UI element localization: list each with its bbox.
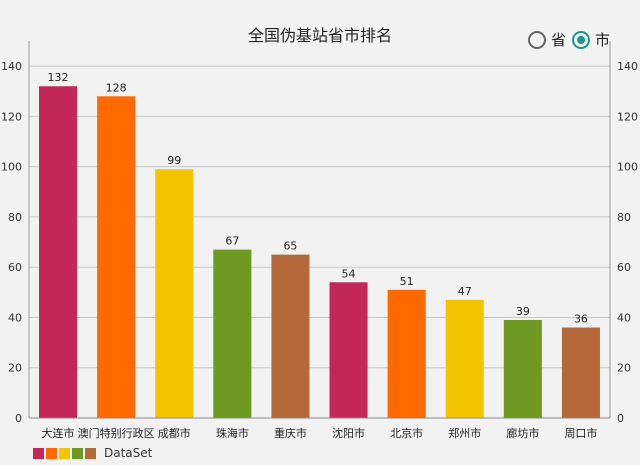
legend-swatch-5	[85, 447, 96, 459]
province-radio-label: 省	[550, 31, 566, 49]
legend-label: DataSet	[104, 446, 153, 460]
legend-swatch-1	[33, 447, 44, 459]
y-tick-label-right: 80	[617, 211, 631, 224]
city-radio-circle[interactable]	[571, 30, 590, 49]
data-label: 67	[225, 235, 239, 248]
bar	[97, 96, 136, 418]
y-tick-label-left: 0	[15, 412, 22, 425]
bar	[155, 169, 194, 418]
y-tick-label-right: 120	[617, 110, 638, 123]
data-label: 36	[574, 313, 588, 326]
y-tick-label-right: 60	[617, 261, 631, 274]
y-tick-label-right: 100	[617, 161, 638, 174]
y-tick-label-left: 20	[8, 362, 22, 375]
category-label: 珠海市	[216, 426, 249, 440]
data-label: 47	[458, 285, 472, 298]
data-label: 99	[167, 154, 181, 167]
bar	[213, 249, 252, 418]
y-tick-label-left: 80	[8, 211, 22, 224]
y-tick-label-right: 140	[617, 60, 638, 73]
city-radio[interactable]: 市	[571, 29, 610, 50]
y-tick-label-left: 100	[1, 161, 22, 174]
region-toggle: 省 市	[527, 29, 610, 50]
legend-swatch-3	[59, 447, 70, 459]
bar	[329, 282, 368, 418]
category-label: 澳门特别行政区	[78, 426, 155, 440]
y-tick-label-right: 20	[617, 362, 631, 375]
category-label: 成都市	[158, 426, 191, 440]
city-radio-label: 市	[594, 31, 610, 49]
data-label: 39	[516, 305, 530, 318]
legend-swatch-4	[72, 447, 83, 459]
y-tick-label-left: 40	[8, 311, 22, 324]
data-label: 65	[283, 240, 297, 253]
category-label: 北京市	[390, 426, 423, 440]
y-tick-label-left: 140	[1, 60, 22, 73]
bar	[39, 86, 78, 419]
bar	[561, 327, 600, 418]
bar	[271, 254, 310, 418]
category-label: 沈阳市	[332, 426, 365, 440]
province-radio[interactable]: 省	[527, 29, 566, 50]
category-label: 重庆市	[274, 426, 307, 440]
data-label: 132	[48, 71, 69, 84]
y-tick-label-right: 0	[617, 412, 624, 425]
y-tick-label-right: 40	[617, 311, 631, 324]
legend-swatch-2	[46, 447, 57, 459]
province-radio-circle[interactable]	[527, 30, 546, 49]
data-label: 128	[106, 81, 127, 94]
y-tick-label-left: 60	[8, 261, 22, 274]
bar	[387, 289, 426, 418]
y-tick-label-left: 120	[1, 110, 22, 123]
data-label: 51	[400, 275, 414, 288]
data-label: 54	[342, 267, 356, 280]
category-label: 廊坊市	[506, 426, 539, 440]
bar	[503, 319, 542, 418]
category-label: 周口市	[564, 426, 597, 440]
chart-legend: DataSet	[33, 446, 152, 460]
category-label: 郑州市	[448, 426, 481, 440]
chart-title: 全国伪基站省市排名	[247, 26, 392, 45]
category-label: 大连市	[42, 426, 75, 440]
bar	[445, 299, 484, 418]
